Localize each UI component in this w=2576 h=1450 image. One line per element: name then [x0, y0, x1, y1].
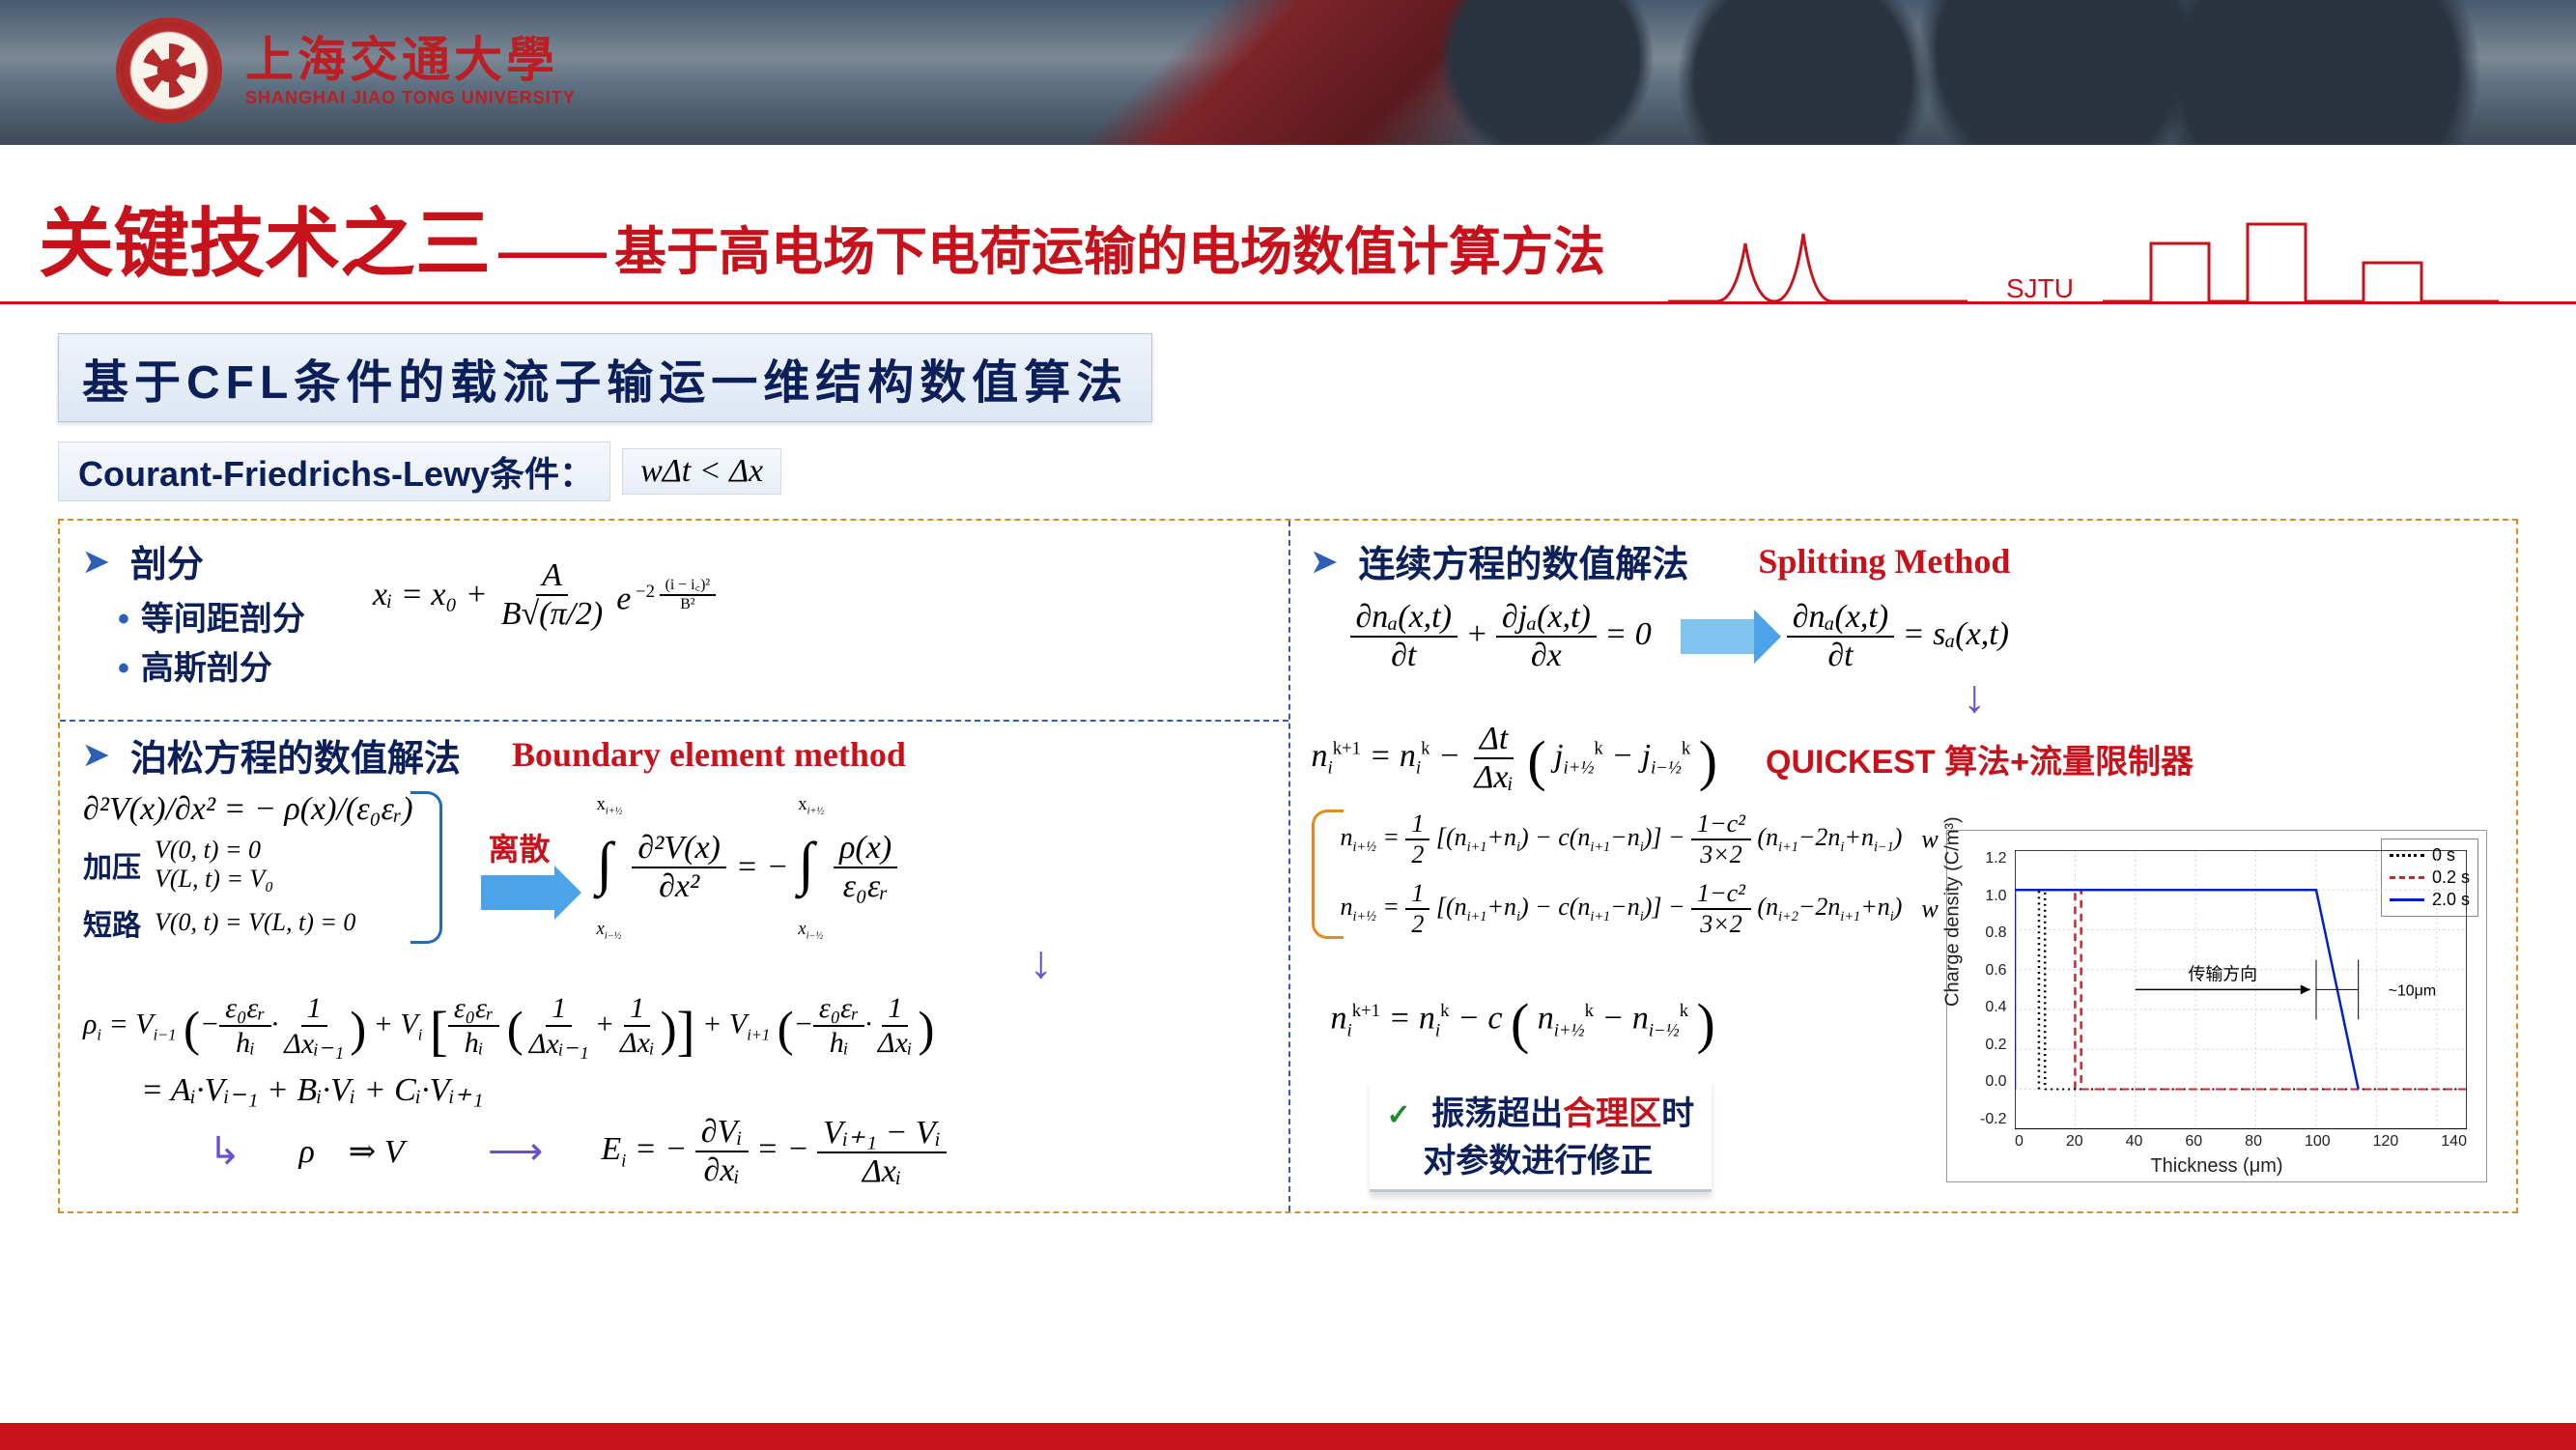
- bc-voltage-label: 加压: [83, 843, 141, 886]
- svg-text:传输方向: 传输方向: [2188, 964, 2257, 983]
- bc2: V(0, t) = V(L, t) = 0: [155, 908, 355, 937]
- svg-text:~10μm: ~10μm: [2389, 982, 2436, 999]
- source-eq: ∂nₐ(x,t)∂t = sₐ(x,t): [1787, 599, 2009, 674]
- eq-exp-frac: (i − i꜀)² B²: [660, 573, 717, 613]
- content-area: 基于CFL条件的载流子输运一维结构数值算法 Courant-Friedrichs…: [0, 333, 2576, 1213]
- university-name-en: SHANGHAI JIAO TONG UNIVERSITY: [245, 88, 576, 108]
- gauss-mesh-equation: xᵢ = x₀ + A B√(π/2) e −2 (i − i꜀)² B²: [373, 557, 716, 633]
- sub-bullet-uniform-text: 等间距剖分: [141, 601, 305, 638]
- arrow-right-icon: ⟶: [488, 1129, 543, 1174]
- skyline-icon: SJTU: [1668, 205, 2537, 301]
- title-divider: [0, 301, 2576, 304]
- meshing-heading-text: 剖分: [130, 534, 204, 587]
- continuity-heading-cn: 连续方程的数值解法: [1358, 534, 1688, 587]
- cell-poisson: ➤ 泊松方程的数值解法 Boundary element method ∂²V(…: [60, 715, 1288, 1211]
- continuity-heading-en: Splitting Method: [1758, 541, 2010, 582]
- eq-den-B: B: [501, 596, 522, 632]
- footer-band: [0, 1423, 2576, 1450]
- note-red: 合理区: [1563, 1095, 1661, 1132]
- sub-bullet-gauss: • 高斯剖分: [118, 644, 305, 694]
- meshing-subbullets: • 等间距剖分 • 高斯剖分: [118, 595, 305, 694]
- poisson-heading-cn: 泊松方程的数值解法: [130, 728, 461, 782]
- university-name: 上海交通大學 SHANGHAI JIAO TONG UNIVERSITY: [245, 33, 576, 108]
- section-heading: 基于CFL条件的载流子输运一维结构数值算法: [58, 333, 1152, 422]
- arrow-down-icon: ↓: [1457, 674, 2494, 721]
- eq-exp-den: B²: [674, 596, 700, 613]
- check-icon: ✓: [1387, 1099, 1411, 1131]
- sub-bullet-uniform: • 等间距剖分: [118, 595, 305, 644]
- dot-icon: •: [118, 650, 129, 687]
- poisson-eq: ∂²V(x)/∂x² = − ρ(x)/(ε₀εᵣ): [83, 791, 413, 828]
- eq-exp-power: −2 (i − i꜀)² B²: [631, 582, 716, 602]
- meshing-heading: ➤ 剖分: [83, 534, 305, 587]
- abc-equation: = Aᵢ·Vᵢ₋₁ + Bᵢ·Vᵢ + Cᵢ·Vᵢ₊₁: [141, 1070, 484, 1109]
- n-advection-eq: nik+1 = nik − ΔtΔxᵢ ( ji+½k − ji−½k ): [1312, 721, 1718, 796]
- bullet-triangle-icon: ➤: [83, 736, 109, 773]
- eq-exp-neg2: −2: [636, 582, 655, 602]
- slide-title-row: 关键技术之三 —— 基于高电场下电荷运输的电场数值计算方法 SJTU: [0, 145, 2576, 301]
- corner-arrow-icon: ↳: [209, 1129, 241, 1174]
- poisson-left-block: ∂²V(x)/∂x² = − ρ(x)/(ε₀εᵣ) 加压 V(0, t) = …: [83, 791, 442, 944]
- bc-short-label: 短路: [83, 901, 141, 944]
- cfl-condition: wΔt < Δx: [622, 448, 781, 495]
- university-logo-icon: [116, 17, 222, 124]
- slide-title-sub: 基于高电场下电荷运输的电场数值计算方法: [614, 209, 1605, 285]
- discrete-label: 离散: [489, 825, 551, 869]
- arrow-down-icon: ↓: [817, 940, 1265, 986]
- rho-to-V: ρ⃗ ⇒ V⃗: [299, 1132, 430, 1171]
- eq-exp-num: (i − i꜀)²: [660, 573, 717, 596]
- bullet-triangle-icon: ➤: [83, 543, 109, 580]
- eq-e: e: [616, 581, 631, 616]
- continuity-heading: ➤ 连续方程的数值解法 Splitting Method: [1312, 534, 2494, 587]
- note-line2: 对参数进行修正: [1423, 1143, 1653, 1180]
- eq-num: A: [536, 557, 568, 596]
- poisson-heading: ➤ 泊松方程的数值解法 Boundary element method: [83, 728, 1265, 782]
- slide-title-main: 关键技术之三: [39, 184, 491, 292]
- bullet-triangle-icon: ➤: [1312, 543, 1338, 580]
- cfl-row: Courant-Friedrichs-Lewy条件： wΔt < Δx: [58, 441, 2518, 501]
- slide-title-dash: ——: [498, 219, 607, 282]
- logo-strip: 上海交通大學 SHANGHAI JIAO TONG UNIVERSITY: [116, 17, 576, 124]
- university-name-cn: 上海交通大學: [245, 33, 576, 89]
- int-right: xi+½ ∫ xi−½: [798, 793, 824, 942]
- note-post: 时: [1661, 1095, 1694, 1132]
- eq-frac: A B√(π/2): [495, 557, 609, 633]
- arrow-right-icon: [1681, 619, 1758, 654]
- cell-continuity: ➤ 连续方程的数值解法 Splitting Method ∂nₐ(x,t)∂t …: [1288, 521, 2517, 1211]
- eq-exp: e −2 (i − i꜀)² B²: [616, 573, 716, 618]
- sub-bullet-gauss-text: 高斯剖分: [141, 650, 272, 687]
- case-b-eq: ni+½ = 12 [(ni+1+ni) − c(ni+1−ni)] − 1−c…: [1341, 879, 1903, 939]
- dot-icon: •: [118, 601, 129, 638]
- chart-xlabel: Thickness (μm): [2150, 1155, 2282, 1178]
- eq-den: B√(π/2): [495, 596, 609, 633]
- header-band: 上海交通大學 SHANGHAI JIAO TONG UNIVERSITY: [0, 0, 2576, 145]
- chart-plot: 传输方向 ~10μm: [2015, 850, 2467, 1129]
- E-field-equation: Ei = − ∂Vᵢ∂xᵢ = − Vᵢ₊₁ − VᵢΔxᵢ: [601, 1113, 947, 1190]
- eq-lhs: xᵢ = x₀ +: [373, 577, 488, 613]
- transport-chart: Charge density (C/m³) Thickness (μm) 0 s…: [1946, 830, 2487, 1182]
- note-pre: 振荡超出: [1431, 1095, 1563, 1132]
- quickest-label: QUICKEST 算法+流量限制器: [1766, 735, 2194, 782]
- cfl-label: Courant-Friedrichs-Lewy条件：: [58, 441, 610, 501]
- case-a-eq: ni+½ = 12 [(ni+1+ni) − c(ni+1−ni)] − 1−c…: [1341, 810, 1903, 869]
- svg-text:SJTU: SJTU: [2006, 273, 2074, 301]
- bc1b: V(L, t) = V₀: [155, 865, 273, 894]
- cfl-label-text: Courant-Friedrichs-Lewy条件: [78, 454, 559, 494]
- main-grid: ➤ 剖分 • 等间距剖分 • 高斯剖分 xᵢ = x₀ + A B√(π/2): [58, 519, 2518, 1213]
- poisson-heading-en: Boundary element method: [512, 734, 906, 775]
- bc1a: V(0, t) = 0: [155, 836, 273, 865]
- arrow-right-icon: [481, 875, 558, 910]
- d2V-frac: ∂²V(x)∂x²: [632, 830, 726, 905]
- continuity-eq: ∂nₐ(x,t)∂t + ∂jₐ(x,t)∂x = 0: [1350, 599, 1652, 674]
- poisson-discrete-eq: xi+½ ∫ xi−½ ∂²V(x)∂x² = − xi+½ ∫ xi−½ ρ(: [597, 793, 898, 942]
- eq-den-sqrt: √(π/2): [521, 596, 603, 632]
- cell-meshing: ➤ 剖分 • 等间距剖分 • 高斯剖分 xᵢ = x₀ + A B√(π/2): [60, 521, 1288, 715]
- chart-ylabel: Charge density (C/m³): [1942, 816, 1965, 1007]
- rho-eps-frac: ρ(x)ε₀εᵣ: [834, 830, 897, 905]
- int-left: xi+½ ∫ xi−½: [597, 793, 623, 942]
- cfl-colon: ：: [559, 454, 594, 494]
- rho-i-equation: ρi = Vi−1 (−ε₀εᵣhᵢ·1Δxᵢ₋₁) + Vi [ε₀εᵣhᵢ …: [83, 992, 1265, 1063]
